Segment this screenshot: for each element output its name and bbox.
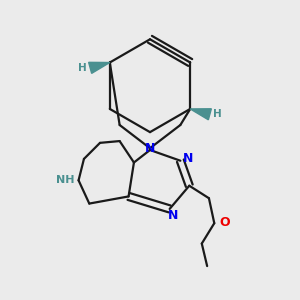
Polygon shape [88, 62, 110, 74]
Text: N: N [145, 142, 155, 155]
Text: N: N [183, 152, 194, 165]
Text: NH: NH [56, 176, 74, 185]
Polygon shape [190, 109, 211, 120]
Text: H: H [78, 63, 87, 73]
Text: N: N [168, 209, 178, 222]
Text: O: O [219, 216, 230, 229]
Text: H: H [213, 109, 222, 119]
